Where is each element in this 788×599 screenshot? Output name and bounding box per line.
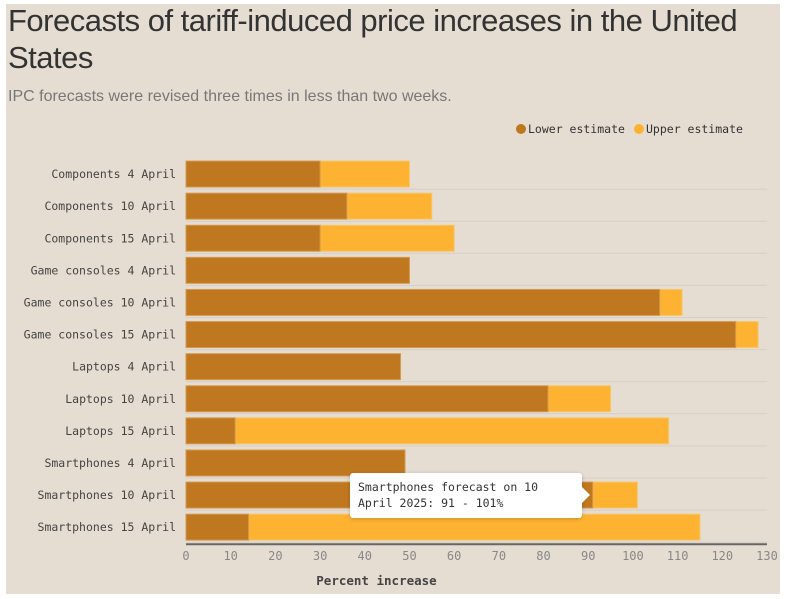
category-label: Game consoles 15 April [24,328,176,342]
bar-lower-estimate [185,192,348,220]
legend-swatch-upper [634,124,644,134]
category-label: Components 15 April [44,231,176,245]
bar-upper-estimate [248,513,701,541]
category-label: Game consoles 4 April [31,263,176,277]
category-label: Smartphones 10 April [38,488,176,502]
bar-lower-estimate [185,160,321,188]
x-tick-label: 120 [711,549,733,563]
x-tick-label: 20 [268,549,282,563]
category-label: Laptops 15 April [65,424,176,438]
bar-lower-estimate [185,449,406,477]
x-tick-label: 80 [536,549,550,563]
bar-upper-estimate [592,481,638,509]
x-axis-title: Percent increase [316,573,437,588]
bar-upper-estimate [319,160,410,188]
x-tick-label: 110 [667,549,689,563]
x-tick-label: 30 [313,549,327,563]
bar-upper-estimate [319,224,455,252]
category-label: Components 10 April [44,199,176,213]
category-label: Smartphones 15 April [38,520,176,534]
category-label: Smartphones 4 April [44,456,176,470]
bar-upper-estimate [659,288,683,316]
x-tick-label: 130 [756,549,778,563]
category-label: Laptops 10 April [65,392,176,406]
category-label: Laptops 4 April [72,360,176,374]
bar-lower-estimate [185,417,236,445]
x-tick-label: 90 [581,549,595,563]
category-label: Components 4 April [51,167,176,181]
bar-lower-estimate [185,513,250,541]
x-tick-label: 40 [358,549,372,563]
bar-lower-estimate [185,256,410,284]
x-tick-label: 50 [402,549,416,563]
x-tick-label: 60 [447,549,461,563]
category-label: Game consoles 10 April [24,295,176,309]
bar-lower-estimate [185,385,549,413]
bar-lower-estimate [185,224,321,252]
bar-lower-estimate [185,353,402,381]
bar-upper-estimate [346,192,433,220]
x-tick-label: 70 [492,549,506,563]
x-tick-label: 100 [622,549,644,563]
tooltip: Smartphones forecast on 10 April 2025: 9… [350,473,590,518]
x-tick-label: 10 [223,549,237,563]
legend-swatch-lower [516,124,526,134]
legend-label: Lower estimate [528,122,625,136]
chart-subtitle: IPC forecasts were revised three times i… [8,88,452,105]
legend-label: Upper estimate [646,122,743,136]
bar-upper-estimate [234,417,670,445]
x-tick-label: 0 [182,549,189,563]
chart-title: Forecasts of tariff-induced price increa… [8,3,738,75]
bar-upper-estimate [547,385,612,413]
bar-lower-estimate [185,321,737,349]
bar-lower-estimate [185,288,661,316]
bar-upper-estimate [735,321,759,349]
